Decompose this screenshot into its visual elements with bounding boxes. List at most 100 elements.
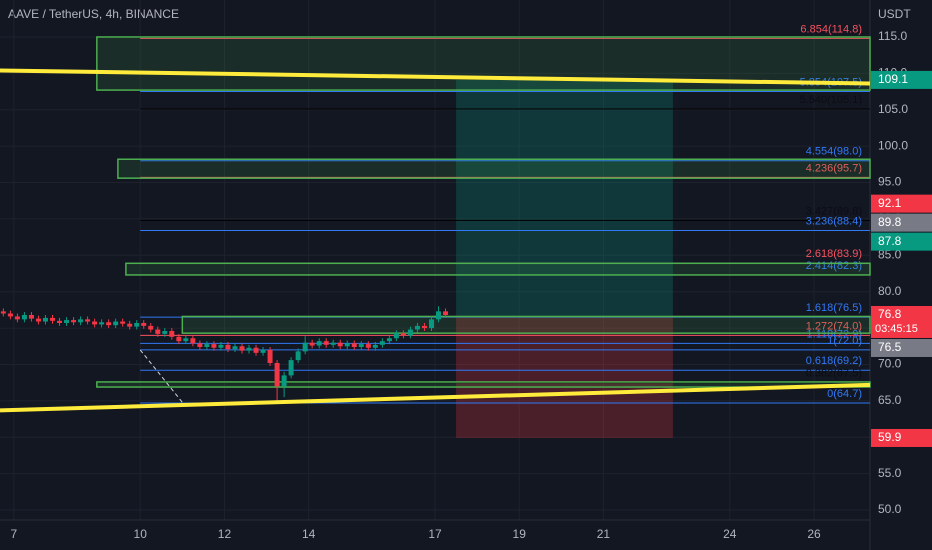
candle-body <box>50 317 56 321</box>
price-label-box <box>871 305 932 338</box>
candle-body <box>400 333 406 336</box>
fib-label: 5.540(105.1) <box>800 94 862 106</box>
candle-body <box>7 313 13 317</box>
loss-zone <box>456 317 673 438</box>
candle-body <box>0 311 6 314</box>
x-tick-label: 12 <box>218 527 232 541</box>
candle-body <box>148 325 154 330</box>
fib-label: 3.236(88.4) <box>806 215 862 227</box>
candle-body <box>21 314 27 320</box>
candle-body <box>253 347 259 353</box>
candle-body <box>57 320 63 323</box>
zone <box>96 381 871 388</box>
candle-body <box>120 321 126 324</box>
fib-label: 3.427(89.8) <box>806 205 862 217</box>
candle-body <box>435 311 441 320</box>
price-label-box <box>871 213 932 232</box>
candle-body <box>379 341 385 345</box>
candle-body <box>197 343 203 348</box>
candle-body <box>295 351 301 361</box>
price-label: 59.9 <box>878 430 902 444</box>
fib-label: 0(64.7) <box>827 388 862 400</box>
candle-body <box>351 343 357 348</box>
candle-body <box>302 342 308 352</box>
candle-body <box>309 342 315 346</box>
candle-body <box>204 344 210 348</box>
y-tick-label: 115.0 <box>878 29 907 43</box>
candle-body <box>239 346 245 351</box>
candle-body <box>176 336 182 342</box>
candle-body <box>183 338 189 342</box>
candle-body <box>443 311 449 315</box>
price-label-box <box>871 70 932 89</box>
candle-body <box>274 363 280 387</box>
y-tick-label: 80.0 <box>878 284 902 298</box>
candle-body <box>407 329 413 336</box>
fib-label: 4.236(95.7) <box>806 162 862 174</box>
candle-body <box>218 344 224 348</box>
candle-body <box>260 349 266 353</box>
fib-label: 2.618(83.9) <box>806 248 862 260</box>
candle-body <box>78 319 84 323</box>
candle-body <box>28 314 34 319</box>
y-tick-label: 105.0 <box>878 102 908 116</box>
y-tick-label: 55.0 <box>878 466 902 480</box>
price-label-box <box>871 232 932 251</box>
price-label: 76.8 <box>878 307 902 321</box>
candle-body <box>358 344 364 348</box>
candle-body <box>429 319 435 329</box>
trendline <box>0 382 871 413</box>
candle-body <box>92 321 98 325</box>
countdown: 03:45:15 <box>875 323 918 335</box>
candle-body <box>330 342 336 345</box>
fib-label: 1(72.0) <box>827 335 862 347</box>
y-tick-label: 65.0 <box>878 393 902 407</box>
candle-body <box>365 344 371 348</box>
x-tick-label: 17 <box>428 527 442 541</box>
candle-body <box>190 338 196 344</box>
candle-body <box>211 344 217 348</box>
price-label: 87.8 <box>878 234 902 248</box>
price-label-box <box>871 428 932 447</box>
y-tick-label: 70.0 <box>878 357 902 371</box>
candle-body <box>134 322 140 327</box>
x-tick-label: 19 <box>513 527 527 541</box>
fib-label: 1.618(76.5) <box>806 302 862 314</box>
candle-body <box>169 330 175 337</box>
x-tick-label: 10 <box>134 527 148 541</box>
candle-body <box>386 338 392 342</box>
y-tick-label: 50.0 <box>878 502 902 516</box>
candle-body <box>281 375 287 387</box>
candle-body <box>232 346 238 350</box>
x-tick-label: 21 <box>597 527 611 541</box>
candle-body <box>246 347 252 351</box>
candle-body <box>372 344 378 348</box>
candle-body <box>421 325 427 329</box>
price-label: 76.5 <box>878 340 902 354</box>
candle-body <box>35 318 41 322</box>
zone <box>125 262 871 276</box>
candle-body <box>99 322 105 325</box>
fib-label: 1.272(74.0) <box>806 320 862 332</box>
candle-body <box>113 321 119 326</box>
candle-body <box>14 316 20 320</box>
price-label-box <box>871 194 932 213</box>
zone <box>181 315 871 334</box>
candle-body <box>85 319 91 322</box>
chart-title: AAVE / TetherUS, 4h, BINANCE <box>8 7 179 21</box>
fib-label: 4.554(98.0) <box>806 146 862 158</box>
fib-label: 0.618(69.2) <box>806 355 862 367</box>
price-label: 92.1 <box>878 196 902 210</box>
y-tick-label: 100.0 <box>878 138 908 152</box>
price-label-box <box>871 338 932 357</box>
candle-body <box>393 333 399 339</box>
candle-body <box>316 341 322 346</box>
fib-label: 0.382(67.5) <box>806 368 862 380</box>
x-tick-label: 7 <box>11 527 18 541</box>
zone <box>117 158 871 179</box>
x-tick-label: 14 <box>302 527 316 541</box>
candle-body <box>323 341 329 345</box>
candle-body <box>141 322 147 326</box>
price-label: 109.1 <box>878 72 908 86</box>
